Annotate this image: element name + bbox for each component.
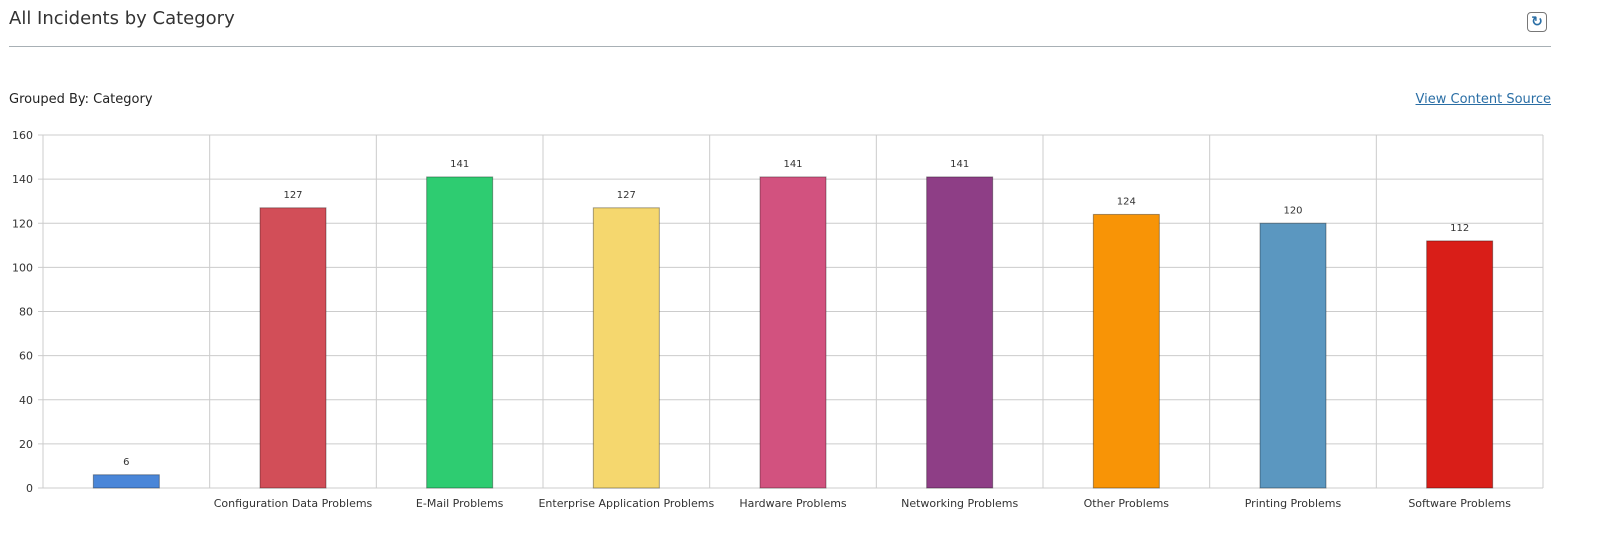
bar [926, 176, 994, 489]
page-title: All Incidents by Category [9, 8, 235, 29]
x-tick-label: Configuration Data Problems [214, 497, 373, 510]
refresh-icon: ↻ [1531, 14, 1543, 30]
data-label: 112 [1450, 223, 1469, 234]
y-tick-label: 20 [19, 438, 33, 451]
y-tick-label: 100 [12, 261, 33, 274]
bar [592, 207, 660, 489]
bar [1092, 213, 1160, 489]
y-tick-label: 60 [19, 350, 33, 363]
bar [426, 176, 494, 489]
x-tick-label: Printing Problems [1245, 497, 1342, 510]
bar [259, 207, 327, 489]
x-tick-label: E-Mail Problems [416, 497, 504, 510]
bar [92, 474, 160, 489]
data-label: 120 [1283, 205, 1302, 216]
y-tick-label: 0 [26, 482, 33, 495]
data-label: 141 [450, 159, 469, 170]
refresh-button[interactable]: ↻ [1527, 12, 1547, 32]
x-tick-label: Enterprise Application Problems [538, 497, 714, 510]
x-tick-label: Software Problems [1408, 497, 1511, 510]
y-tick-label: 120 [12, 217, 33, 230]
data-label: 6 [123, 457, 129, 468]
y-tick-label: 140 [12, 173, 33, 186]
x-tick-label: Other Problems [1084, 497, 1170, 510]
x-tick-label: Hardware Problems [739, 497, 847, 510]
y-tick-label: 40 [19, 394, 33, 407]
data-label: 141 [783, 159, 802, 170]
bar [759, 176, 827, 489]
y-tick-label: 80 [19, 306, 33, 319]
y-tick-label: 160 [12, 129, 33, 142]
data-label: 124 [1117, 196, 1136, 207]
view-content-source-link[interactable]: View Content Source [1415, 92, 1551, 107]
divider [9, 46, 1551, 47]
grouped-by-label: Grouped By: Category [9, 92, 153, 107]
data-label: 127 [283, 190, 302, 201]
bar [1426, 240, 1494, 489]
bar [1259, 222, 1327, 489]
x-tick-label: Networking Problems [901, 497, 1018, 510]
data-label: 127 [617, 190, 636, 201]
data-label: 141 [950, 159, 969, 170]
